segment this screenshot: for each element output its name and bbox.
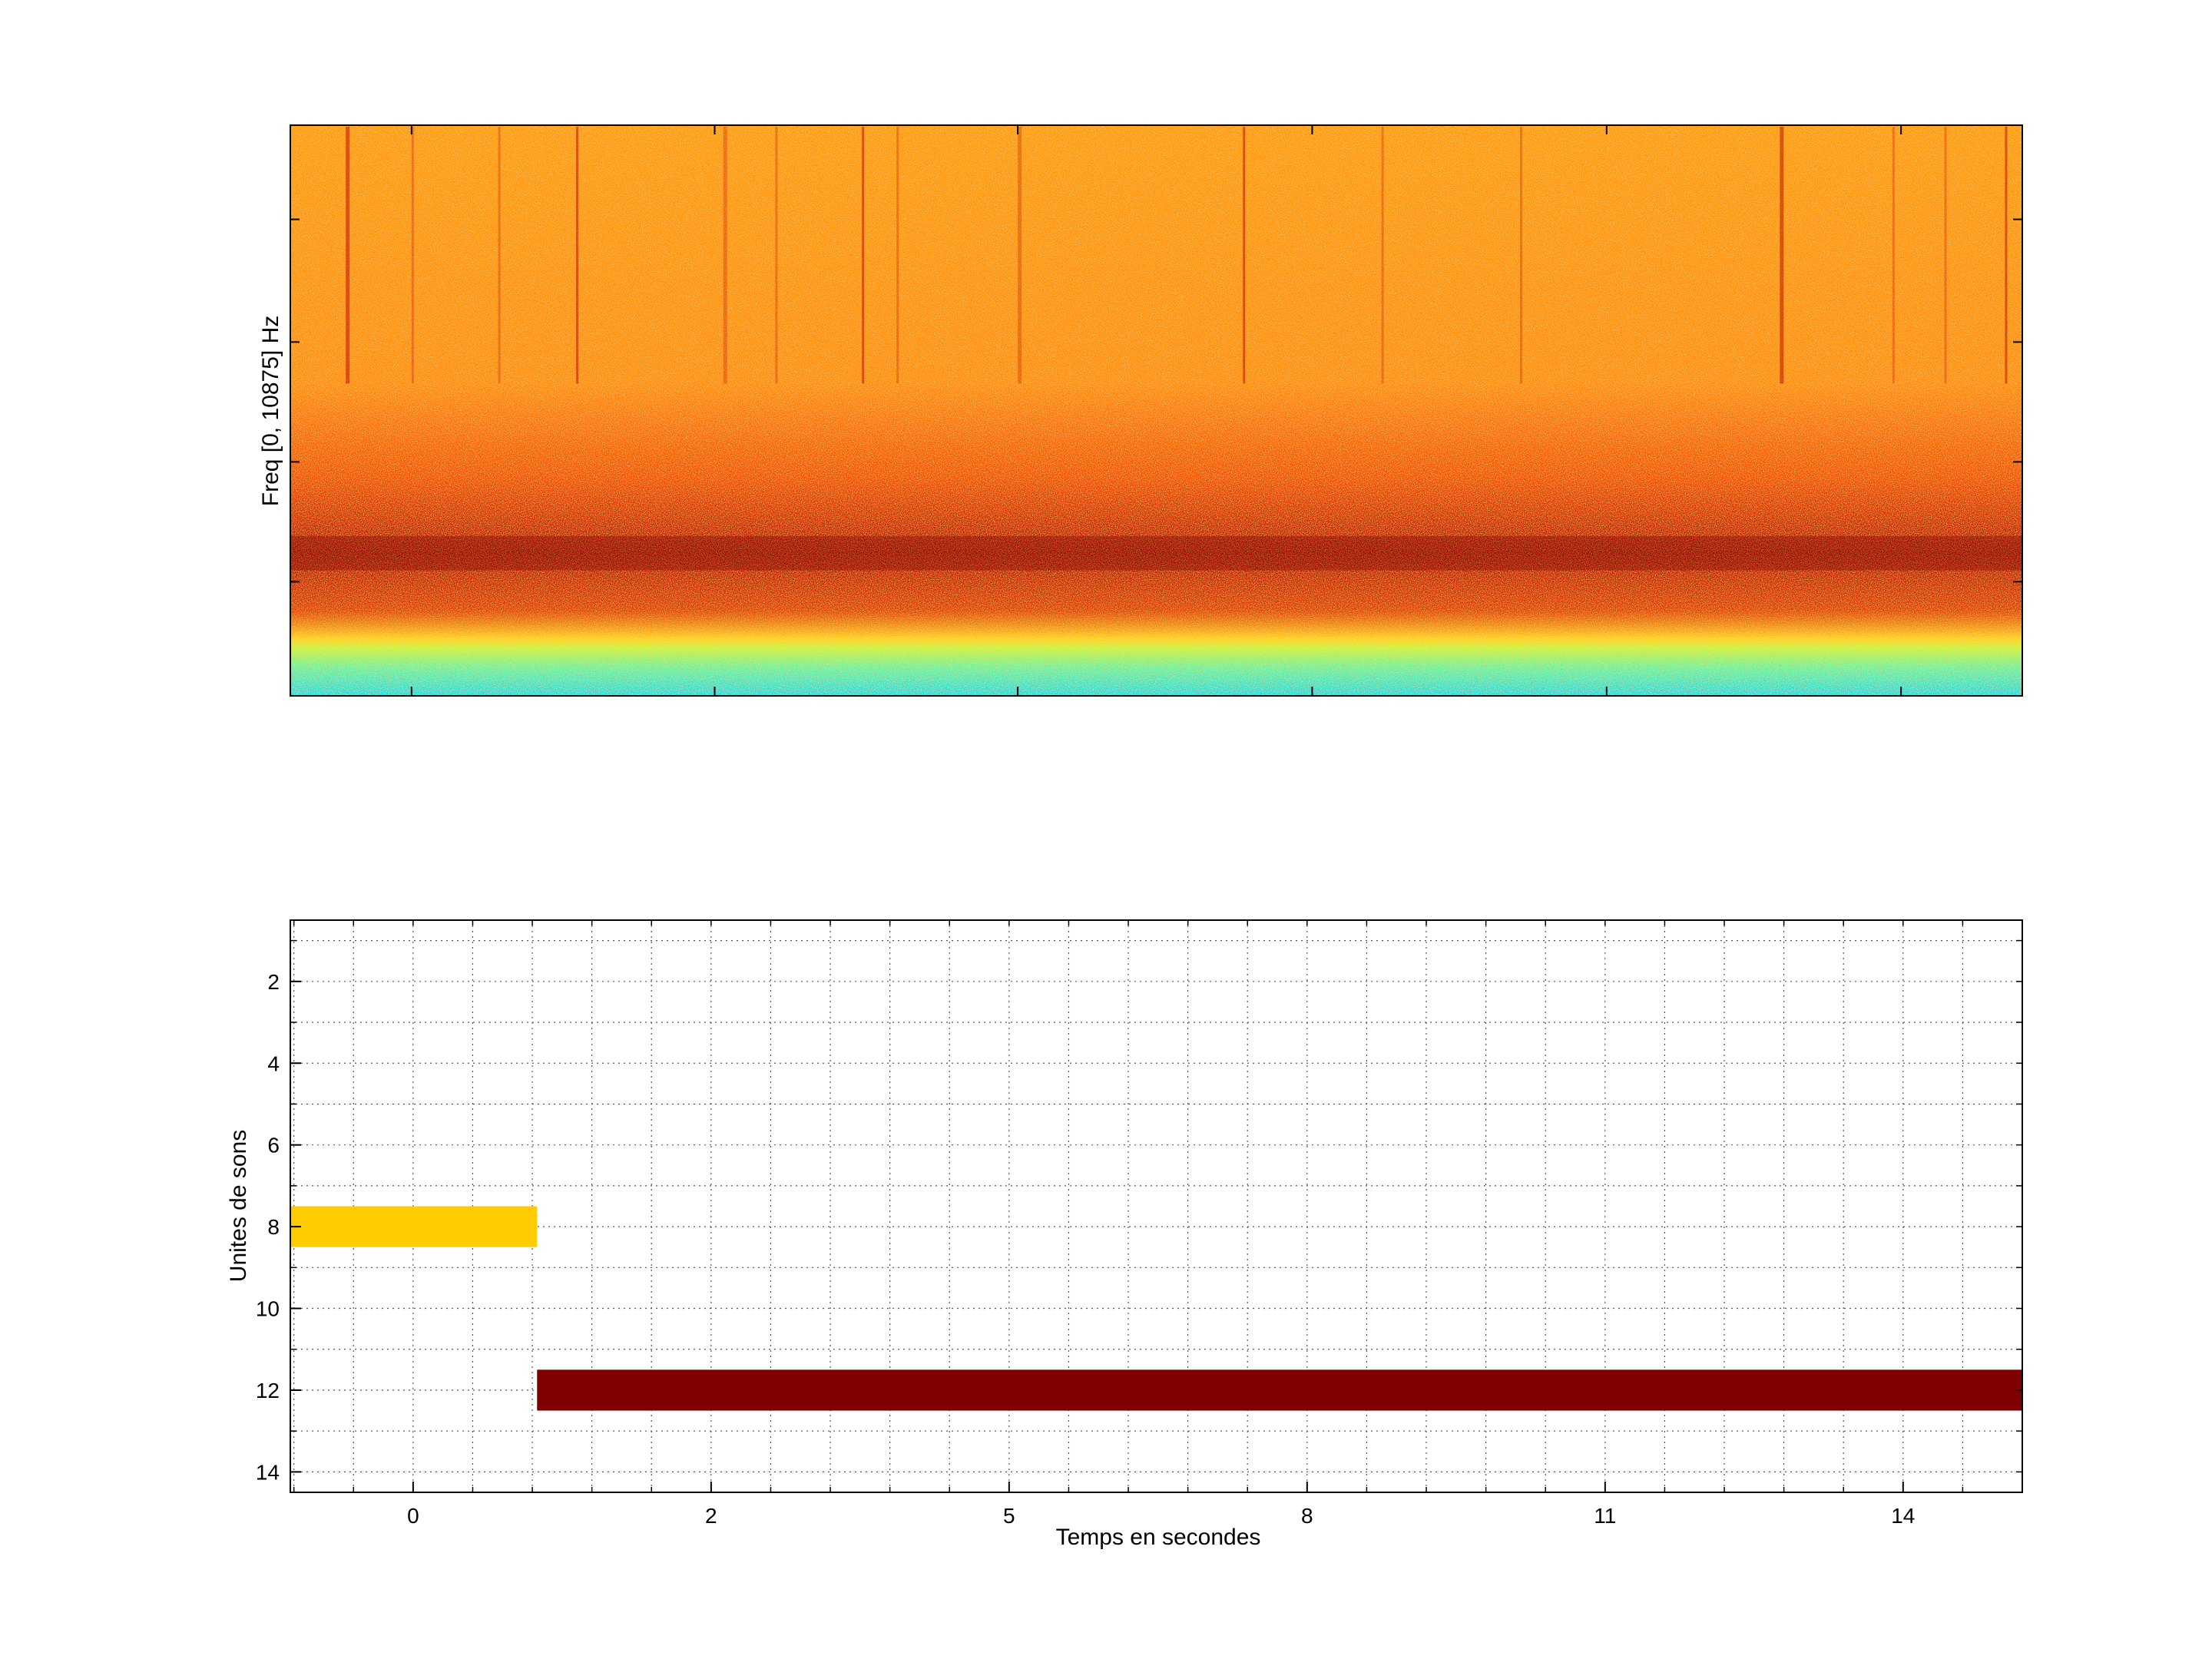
spectrogram-streak [411, 127, 414, 384]
units-x-tick-label: 8 [1301, 1504, 1313, 1528]
units-x-tick-label: 5 [1003, 1504, 1015, 1528]
spectrogram-streak [2005, 127, 2008, 384]
unit-segment-bar [537, 1369, 2022, 1411]
units-y-tick-label: 8 [267, 1215, 280, 1239]
spectrogram-streak [1018, 127, 1022, 384]
spectrogram-streak [1780, 127, 1784, 384]
spectrogram-streak [1520, 127, 1523, 384]
spectrogram-ylabel: Freq [0, 10875] Hz [258, 316, 283, 506]
units-x-tick-label: 11 [1594, 1504, 1616, 1528]
spectrogram-image [290, 125, 2022, 696]
spectrogram-streak [498, 127, 501, 384]
spectrogram-streak [346, 127, 350, 384]
spectrogram-streak [775, 127, 778, 384]
spectrogram-streak [896, 127, 899, 384]
units-xlabel: Temps en secondes [1056, 1525, 1261, 1550]
unit-segment-bar [290, 1206, 538, 1247]
spectrogram-streak [862, 127, 865, 384]
units-x-tick-label: 14 [1891, 1504, 1915, 1528]
units-y-tick-label: 14 [256, 1460, 280, 1484]
units-ticks: 0 2 5 8 11 14 2 4 6 8 10 12 14 [256, 920, 2023, 1528]
spectrogram-streak [1381, 127, 1384, 384]
units-y-tick-label: 6 [267, 1134, 280, 1157]
spectrogram-streak [576, 127, 579, 384]
units-frame [290, 919, 2023, 1493]
units-y-tick-label: 4 [267, 1051, 280, 1075]
units-y-tick-label: 10 [256, 1297, 280, 1321]
spectrogram-frame [290, 124, 2023, 697]
spectrogram-ticks [290, 125, 2022, 696]
spectrogram-streaks [290, 127, 2022, 571]
units-ylabel: Unites de sons [226, 1130, 251, 1282]
units-panel: 0 2 5 8 11 14 2 4 6 8 10 12 14 Temps en secondes Uni… [226, 919, 2023, 1550]
spectrogram-dark-band [290, 535, 2022, 571]
spectrogram-streak [1243, 127, 1246, 384]
units-x-tick-label: 2 [705, 1504, 717, 1528]
spectrogram-streak [723, 127, 727, 384]
spectrogram-streak [1892, 127, 1895, 384]
spectrogram-streak [1944, 127, 1947, 384]
units-bars [290, 1206, 2022, 1411]
units-y-tick-label: 12 [256, 1379, 280, 1402]
spectrogram-panel: Freq [0, 10875] Hz [258, 124, 2023, 697]
units-y-tick-label: 2 [267, 970, 280, 994]
units-x-tick-label: 0 [407, 1504, 419, 1528]
